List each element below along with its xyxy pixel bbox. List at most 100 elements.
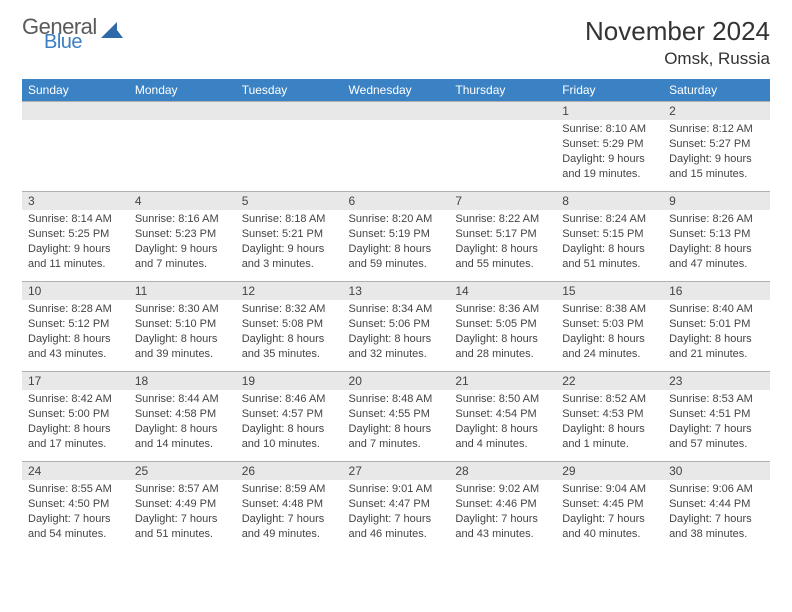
day-number: 17 xyxy=(22,371,129,390)
day-number: 11 xyxy=(129,281,236,300)
daylight-line2: and 15 minutes. xyxy=(669,167,764,182)
daylight-line1: Daylight: 8 hours xyxy=(28,422,123,437)
day-number: 30 xyxy=(663,461,770,480)
sunset-line: Sunset: 4:46 PM xyxy=(455,497,550,512)
calendar-day-cell: 1Sunrise: 8:10 AMSunset: 5:29 PMDaylight… xyxy=(556,101,663,191)
weekday-header: Friday xyxy=(556,79,663,101)
calendar-day-cell: 26Sunrise: 8:59 AMSunset: 4:48 PMDayligh… xyxy=(236,461,343,551)
day-number: 26 xyxy=(236,461,343,480)
daylight-line1: Daylight: 9 hours xyxy=(242,242,337,257)
day-details: Sunrise: 8:20 AMSunset: 5:19 PMDaylight:… xyxy=(343,210,450,277)
sail-icon xyxy=(101,20,123,45)
calendar-body: 1Sunrise: 8:10 AMSunset: 5:29 PMDaylight… xyxy=(22,101,770,551)
calendar-day-cell: 18Sunrise: 8:44 AMSunset: 4:58 PMDayligh… xyxy=(129,371,236,461)
day-number: 28 xyxy=(449,461,556,480)
calendar-day-cell: 28Sunrise: 9:02 AMSunset: 4:46 PMDayligh… xyxy=(449,461,556,551)
day-details: Sunrise: 8:16 AMSunset: 5:23 PMDaylight:… xyxy=(129,210,236,277)
daylight-line1: Daylight: 8 hours xyxy=(562,332,657,347)
day-number: 23 xyxy=(663,371,770,390)
daylight-line1: Daylight: 9 hours xyxy=(28,242,123,257)
daylight-line2: and 57 minutes. xyxy=(669,437,764,452)
sunset-line: Sunset: 4:54 PM xyxy=(455,407,550,422)
daylight-line2: and 10 minutes. xyxy=(242,437,337,452)
daylight-line1: Daylight: 8 hours xyxy=(242,332,337,347)
sunrise-line: Sunrise: 8:52 AM xyxy=(562,392,657,407)
sunrise-line: Sunrise: 8:38 AM xyxy=(562,302,657,317)
daylight-line2: and 40 minutes. xyxy=(562,527,657,542)
sunrise-line: Sunrise: 8:16 AM xyxy=(135,212,230,227)
day-details: Sunrise: 8:57 AMSunset: 4:49 PMDaylight:… xyxy=(129,480,236,547)
sunset-line: Sunset: 5:10 PM xyxy=(135,317,230,332)
sunrise-line: Sunrise: 9:01 AM xyxy=(349,482,444,497)
day-number: 6 xyxy=(343,191,450,210)
calendar-day-cell: 17Sunrise: 8:42 AMSunset: 5:00 PMDayligh… xyxy=(22,371,129,461)
daylight-line1: Daylight: 7 hours xyxy=(242,512,337,527)
daylight-line2: and 7 minutes. xyxy=(349,437,444,452)
day-number: 4 xyxy=(129,191,236,210)
sunset-line: Sunset: 5:05 PM xyxy=(455,317,550,332)
calendar-day-cell: 24Sunrise: 8:55 AMSunset: 4:50 PMDayligh… xyxy=(22,461,129,551)
sunset-line: Sunset: 5:01 PM xyxy=(669,317,764,332)
sunrise-line: Sunrise: 8:59 AM xyxy=(242,482,337,497)
sunset-line: Sunset: 5:15 PM xyxy=(562,227,657,242)
calendar-day-cell: 14Sunrise: 8:36 AMSunset: 5:05 PMDayligh… xyxy=(449,281,556,371)
day-number: 29 xyxy=(556,461,663,480)
sunrise-line: Sunrise: 8:57 AM xyxy=(135,482,230,497)
location-label: Omsk, Russia xyxy=(585,49,770,69)
calendar-week-row: 24Sunrise: 8:55 AMSunset: 4:50 PMDayligh… xyxy=(22,461,770,551)
day-number: 22 xyxy=(556,371,663,390)
calendar-day-cell: 30Sunrise: 9:06 AMSunset: 4:44 PMDayligh… xyxy=(663,461,770,551)
daylight-line2: and 59 minutes. xyxy=(349,257,444,272)
sunrise-line: Sunrise: 8:10 AM xyxy=(562,122,657,137)
day-details: Sunrise: 8:30 AMSunset: 5:10 PMDaylight:… xyxy=(129,300,236,367)
daylight-line2: and 54 minutes. xyxy=(28,527,123,542)
month-title: November 2024 xyxy=(585,16,770,47)
day-number: 15 xyxy=(556,281,663,300)
day-number: 7 xyxy=(449,191,556,210)
day-details: Sunrise: 8:46 AMSunset: 4:57 PMDaylight:… xyxy=(236,390,343,457)
day-details: Sunrise: 8:28 AMSunset: 5:12 PMDaylight:… xyxy=(22,300,129,367)
sunset-line: Sunset: 5:17 PM xyxy=(455,227,550,242)
sunrise-line: Sunrise: 9:06 AM xyxy=(669,482,764,497)
daylight-line1: Daylight: 8 hours xyxy=(562,422,657,437)
daylight-line2: and 51 minutes. xyxy=(135,527,230,542)
daylight-line2: and 55 minutes. xyxy=(455,257,550,272)
day-details: Sunrise: 8:53 AMSunset: 4:51 PMDaylight:… xyxy=(663,390,770,457)
weekday-header: Thursday xyxy=(449,79,556,101)
daylight-line1: Daylight: 9 hours xyxy=(562,152,657,167)
calendar-day-cell xyxy=(343,101,450,191)
sunrise-line: Sunrise: 8:46 AM xyxy=(242,392,337,407)
weekday-header: Saturday xyxy=(663,79,770,101)
sunrise-line: Sunrise: 8:32 AM xyxy=(242,302,337,317)
calendar-table: SundayMondayTuesdayWednesdayThursdayFrid… xyxy=(22,79,770,551)
day-number xyxy=(343,101,450,120)
day-details: Sunrise: 8:48 AMSunset: 4:55 PMDaylight:… xyxy=(343,390,450,457)
sunset-line: Sunset: 5:27 PM xyxy=(669,137,764,152)
calendar-page: General Blue November 2024 Omsk, Russia … xyxy=(0,0,792,567)
daylight-line2: and 1 minute. xyxy=(562,437,657,452)
sunset-line: Sunset: 4:53 PM xyxy=(562,407,657,422)
sunset-line: Sunset: 4:47 PM xyxy=(349,497,444,512)
day-details: Sunrise: 9:06 AMSunset: 4:44 PMDaylight:… xyxy=(663,480,770,547)
calendar-week-row: 10Sunrise: 8:28 AMSunset: 5:12 PMDayligh… xyxy=(22,281,770,371)
day-number: 24 xyxy=(22,461,129,480)
daylight-line1: Daylight: 8 hours xyxy=(669,242,764,257)
daylight-line2: and 51 minutes. xyxy=(562,257,657,272)
day-details: Sunrise: 8:40 AMSunset: 5:01 PMDaylight:… xyxy=(663,300,770,367)
sunset-line: Sunset: 5:25 PM xyxy=(28,227,123,242)
day-number xyxy=(22,101,129,120)
daylight-line2: and 43 minutes. xyxy=(28,347,123,362)
day-details: Sunrise: 8:50 AMSunset: 4:54 PMDaylight:… xyxy=(449,390,556,457)
title-block: November 2024 Omsk, Russia xyxy=(585,16,770,69)
day-number: 21 xyxy=(449,371,556,390)
calendar-day-cell: 16Sunrise: 8:40 AMSunset: 5:01 PMDayligh… xyxy=(663,281,770,371)
weekday-header: Wednesday xyxy=(343,79,450,101)
day-details: Sunrise: 8:55 AMSunset: 4:50 PMDaylight:… xyxy=(22,480,129,547)
sunset-line: Sunset: 5:21 PM xyxy=(242,227,337,242)
calendar-day-cell: 23Sunrise: 8:53 AMSunset: 4:51 PMDayligh… xyxy=(663,371,770,461)
sunrise-line: Sunrise: 8:48 AM xyxy=(349,392,444,407)
day-number: 10 xyxy=(22,281,129,300)
sunset-line: Sunset: 4:57 PM xyxy=(242,407,337,422)
day-details: Sunrise: 9:01 AMSunset: 4:47 PMDaylight:… xyxy=(343,480,450,547)
daylight-line1: Daylight: 7 hours xyxy=(669,512,764,527)
